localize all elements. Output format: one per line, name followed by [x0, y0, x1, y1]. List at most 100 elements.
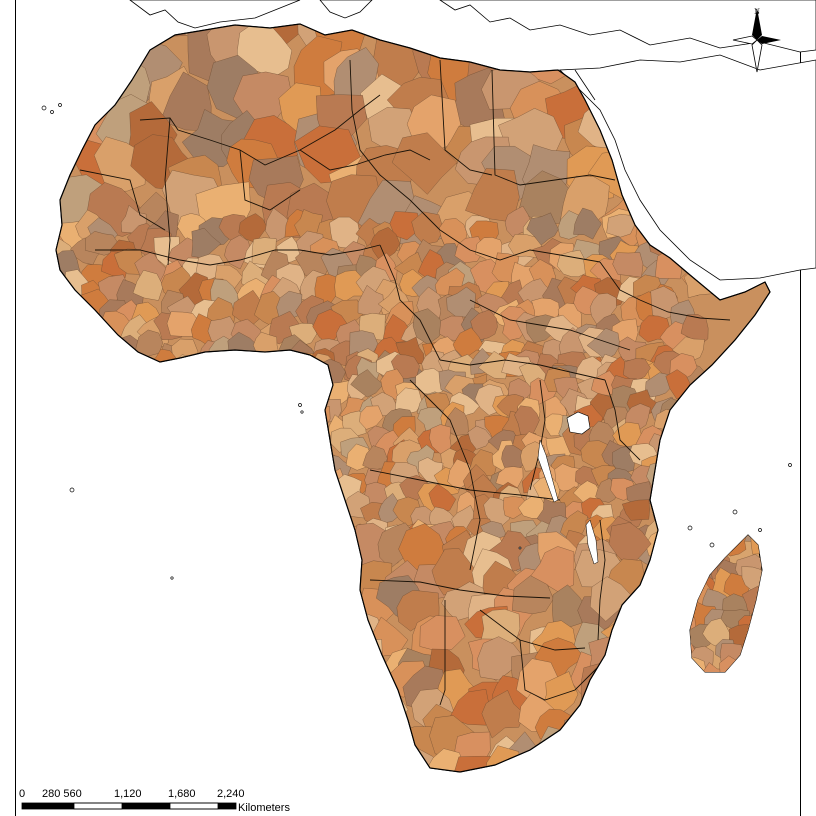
admin-region-south-75: [571, 702, 617, 743]
admin-region-east-125: [670, 443, 700, 470]
admin-region-central-95: [612, 252, 644, 278]
admin-region-north-66: [94, 136, 147, 192]
country-border-4: [349, 59, 441, 231]
admin-region-central-27: [573, 207, 602, 240]
admin-region-east-108: [362, 445, 388, 471]
admin-region-central-243: [283, 364, 310, 395]
admin-region-east-18: [623, 358, 651, 382]
admin-region-central-241: [234, 351, 269, 381]
admin-region-south-44: [313, 631, 353, 673]
country-border-8: [95, 244, 381, 266]
admin-region-central-166: [62, 310, 92, 341]
admin-region-central-70: [113, 248, 145, 275]
admin-region-east-179: [503, 496, 530, 519]
admin-region-central-165: [56, 318, 68, 349]
admin-region-east-172: [378, 493, 400, 524]
admin-region-south-0: [321, 532, 358, 578]
admin-region-south-55: [314, 675, 351, 712]
madagascar-region-40: [690, 661, 702, 672]
admin-region-south-76: [588, 708, 634, 745]
madagascar-region-4: [751, 535, 762, 539]
admin-region-east-126: [301, 472, 327, 496]
country-border-0: [139, 94, 381, 166]
north-arrow-label: N: [754, 7, 760, 16]
admin-region-south-30: [552, 584, 588, 628]
admin-region-central-238: [171, 354, 205, 388]
country-border-16: [409, 379, 481, 571]
admin-region-east-230: [666, 536, 689, 564]
admin-region-central-242: [251, 355, 283, 388]
country-border-7: [79, 169, 166, 231]
admin-region-central-232: [56, 350, 79, 377]
admin-region-east-167: [663, 473, 691, 502]
country-border-11: [599, 261, 731, 321]
country-border-15: [529, 379, 546, 491]
admin-region-central-200: [77, 333, 110, 365]
admin-region-south-33: [324, 604, 368, 646]
scale-tick-3: 1,680: [168, 788, 196, 800]
madagascar-region-6: [692, 535, 719, 557]
admin-region-south-79: [372, 723, 417, 758]
admin-region-north-16: [56, 26, 80, 79]
country-border-3: [299, 149, 431, 171]
country-border-14: [604, 379, 641, 461]
admin-region-central-201: [88, 330, 117, 362]
africa-coastline: [55, 23, 771, 773]
admin-region-south-77: [316, 717, 356, 768]
admin-region-south-86: [564, 715, 603, 755]
admin-region-south-89: [350, 759, 394, 772]
madagascar-region-39: [745, 639, 762, 667]
madagascar-region-1: [690, 535, 710, 542]
admin-region-south-98: [591, 746, 634, 772]
admin-region-central-230: [671, 336, 705, 363]
country-border-10: [439, 229, 601, 263]
admin-region-south-96: [554, 765, 595, 772]
admin-region-north-17: [56, 24, 109, 81]
admin-region-central-114: [334, 270, 365, 302]
country-border-17: [369, 469, 561, 501]
admin-region-east-10: [478, 350, 509, 380]
admin-region-south-10: [608, 522, 652, 568]
admin-region-north-32: [56, 63, 71, 120]
admin-region-south-37: [419, 615, 466, 652]
admin-region-central-239: [199, 360, 232, 392]
country-border-22: [597, 519, 606, 641]
scale-tick-1: 280 560: [42, 788, 82, 800]
country-border-18: [369, 579, 551, 599]
admin-region-central-132: [56, 299, 59, 328]
madagascar-region-0: [690, 535, 702, 548]
admin-region-central-240: [212, 355, 241, 387]
admin-region-central-57: [507, 234, 542, 259]
north-arrow-icon: N: [732, 7, 781, 73]
admin-region-central-203: [135, 329, 163, 357]
admin-region-south-50: [477, 636, 526, 681]
admin-region-south-71: [449, 689, 490, 726]
admin-region-east-188: [671, 499, 699, 526]
country-border-5: [439, 59, 493, 176]
admin-region-east-93: [467, 425, 493, 450]
admin-region-north-9: [360, 24, 422, 38]
admin-region-south-88: [317, 744, 357, 772]
map-neatline: [15, 0, 801, 816]
admin-region-central-184: [412, 308, 447, 345]
admin-region-central-233: [84, 354, 111, 385]
admin-region-central-198: [56, 342, 74, 366]
scale-units: Kilometers: [238, 802, 290, 814]
admin-region-central-42: [224, 234, 251, 270]
admin-region-central-226: [586, 327, 621, 361]
lake-tanganyika: [537, 439, 559, 503]
admin-region-east-24: [350, 369, 384, 398]
madagascar-region-3: [729, 535, 757, 542]
mediterranean-islands: [319, 0, 373, 19]
admin-region-south-45: [344, 639, 383, 678]
country-border-13: [439, 359, 606, 381]
admin-region-south-11: [325, 556, 362, 605]
admin-region-north-64: [56, 152, 66, 205]
country-border-1: [164, 117, 171, 266]
madagascar-region-15: [690, 568, 701, 594]
admin-region-south-87: [608, 723, 646, 767]
admin-region-central-29: [606, 214, 635, 238]
country-border-9: [379, 244, 441, 361]
admin-region-central-187: [470, 309, 498, 341]
admin-region-east-145: [646, 461, 679, 490]
